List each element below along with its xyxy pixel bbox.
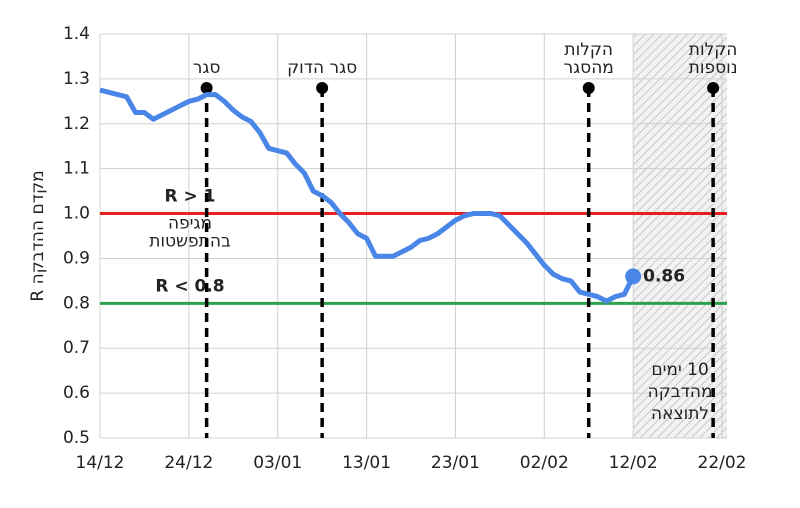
y-tick-label: 1.2 — [63, 114, 90, 134]
y-tick-label: 0.9 — [63, 248, 90, 268]
shaded-region — [633, 34, 727, 438]
shaded-label: לתוצאה — [651, 404, 709, 424]
reference-note: מגיפה — [168, 214, 212, 234]
y-tick-label: 0.6 — [63, 383, 90, 403]
event-label: מהסגר — [564, 58, 614, 78]
shaded-label: 10 ימים — [651, 360, 708, 380]
shaded-label: מהדבקה — [648, 382, 713, 402]
event-label: סגר — [193, 58, 221, 78]
event-dot — [707, 82, 720, 94]
x-tick-label: 22/02 — [698, 453, 747, 473]
event-label: נוספות — [689, 58, 738, 78]
event-label: הקלות — [564, 40, 613, 60]
y-tick-label: 1.3 — [63, 69, 90, 89]
x-tick-label: 13/01 — [342, 453, 391, 473]
event-label: הקלות — [689, 40, 738, 60]
x-tick-label: 24/12 — [164, 453, 213, 473]
y-tick-label: 1.0 — [63, 204, 90, 224]
end-point — [625, 268, 642, 285]
x-tick-label: 12/02 — [609, 453, 658, 473]
y-axis-label: מקדם ההדבקה R — [28, 170, 48, 301]
y-tick-label: 0.8 — [63, 293, 90, 313]
y-tick-label: 0.5 — [63, 428, 90, 448]
y-tick-label: 1.4 — [63, 24, 90, 44]
end-value-label: 0.86 — [643, 266, 685, 286]
event-dot — [316, 82, 329, 94]
event-dot — [200, 82, 213, 94]
event-label: סגר הדוק — [287, 58, 357, 78]
x-tick-label: 14/12 — [76, 453, 125, 473]
x-tick-label: 03/01 — [253, 453, 302, 473]
reference-label: R < 0.8 — [155, 276, 224, 296]
x-tick-label: 23/01 — [431, 453, 480, 473]
reference-label: R > 1 — [165, 187, 216, 207]
x-tick-label: 02/02 — [520, 453, 569, 473]
data-line — [99, 87, 636, 304]
y-tick-label: 1.1 — [63, 159, 90, 179]
y-tick-label: 0.7 — [63, 338, 90, 358]
event-dot — [582, 82, 595, 94]
reference-note: בהתפשטות — [149, 232, 231, 252]
